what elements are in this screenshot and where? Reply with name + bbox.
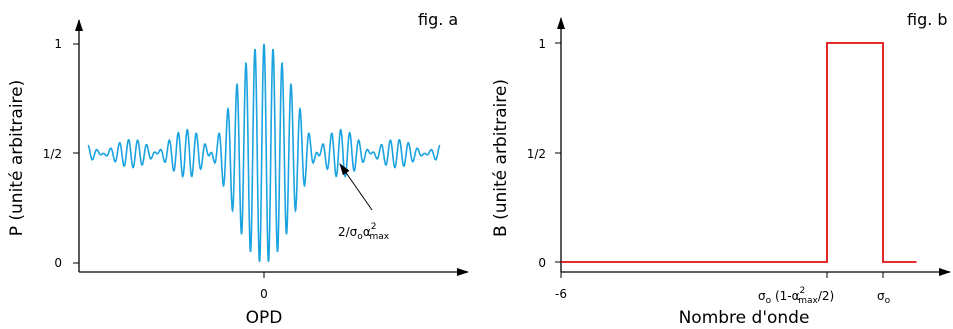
chart-b-x-tick-label-low-edge: σo (1-α2 max/2) xyxy=(758,286,834,306)
chart-b-x-tick-label-sigma: σo xyxy=(877,289,891,306)
chart-b-fig-label: fig. b xyxy=(907,10,948,29)
chart-b-y-tick-label-half: 1/2 xyxy=(527,147,546,161)
chart-a: fig. a 1 1/2 0 0 OPD P (unité arbitraire… xyxy=(7,10,469,328)
chart-a-fig-label: fig. a xyxy=(418,10,458,29)
chart-a-annotation-arrow xyxy=(339,163,373,211)
chart-b-y-tick-label-1: 1 xyxy=(538,37,546,51)
chart-a-x-tick-label-0: 0 xyxy=(260,287,268,301)
chart-b-y-axis-title: B (unité arbitraire) xyxy=(491,79,511,237)
chart-a-x-axis-title: OPD xyxy=(246,308,283,328)
chart-b-y-tick-label-0: 0 xyxy=(538,256,546,270)
chart-a-y-tick-label-1: 1 xyxy=(54,37,62,51)
chart-a-annotation-label: 2/σoα2 max xyxy=(338,222,390,242)
chart-a-interferogram-line xyxy=(87,43,441,262)
chart-a-y-tick-label-0: 0 xyxy=(54,256,62,270)
chart-b-x-axis-title: Nombre d'onde xyxy=(679,308,810,328)
chart-b-spectrum-line xyxy=(561,42,917,263)
chart-a-y-axis-title: P (unité arbitraire) xyxy=(7,80,27,237)
chart-b: fig. b 1 1/2 0 -6 σo (1-α2 max/2) σo Nomb… xyxy=(491,10,951,328)
chart-b-x-tick-label-neg6: -6 xyxy=(555,287,567,301)
chart-a-y-tick-label-half: 1/2 xyxy=(43,147,62,161)
